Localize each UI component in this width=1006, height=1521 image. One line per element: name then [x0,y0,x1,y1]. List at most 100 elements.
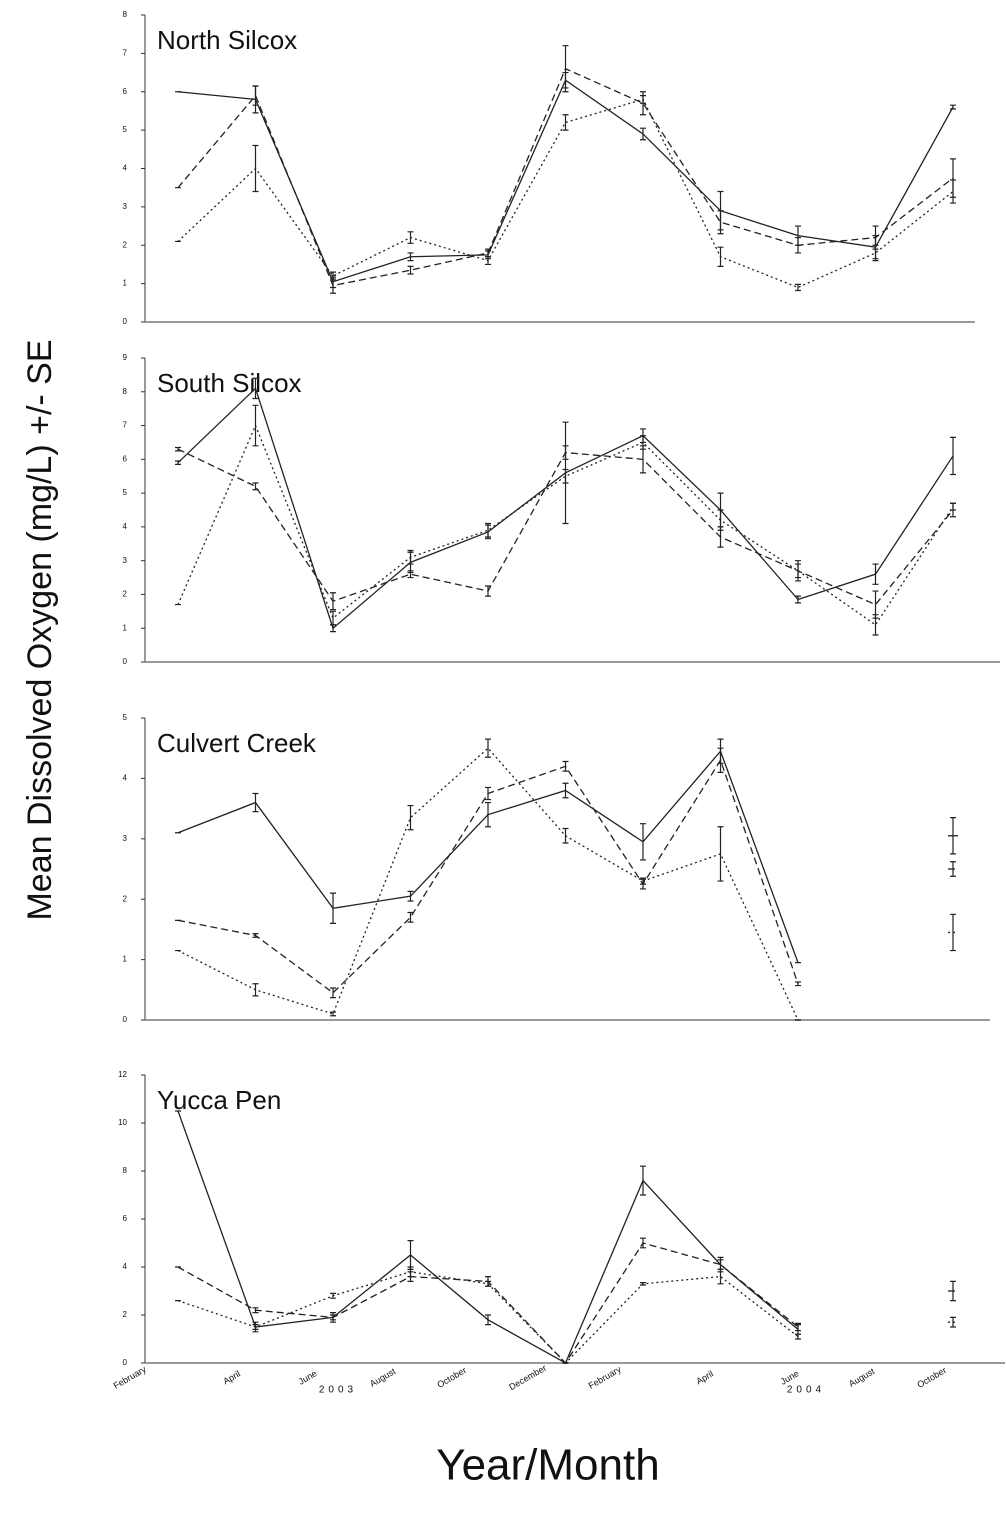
y-tick-label: 7 [123,48,128,57]
y-tick-label: 3 [123,834,128,843]
error-bar [562,782,569,799]
error-bar [252,144,259,193]
error-bar [252,792,259,813]
error-bar [175,460,181,465]
error-bar [252,404,259,447]
y-tick-label: 4 [123,164,128,173]
series-line [177,749,799,963]
x-tick-label: October [915,1365,948,1390]
y-tick-label: 2 [123,590,128,599]
y-tick-label: 6 [123,454,128,463]
error-bar [795,595,801,604]
panel-title: Culvert Creek [157,728,317,758]
y-tick-label: 2 [123,1310,128,1319]
year-label: 2004 [787,1385,825,1396]
y-tick-label: 4 [123,522,128,531]
error-bar [640,877,646,885]
y-tick-label: 8 [123,1166,128,1175]
y-tick-label: 7 [123,421,128,430]
x-tick-label: April [221,1369,242,1387]
error-bar [407,570,414,579]
error-bar [795,236,801,254]
error-bar [872,563,879,585]
error-bar [795,283,801,292]
error-bar [950,502,956,511]
error-bar [485,738,491,758]
error-bar [950,1280,956,1302]
error-bar [640,823,646,861]
panel-title: South Silcox [157,368,302,398]
error-bar [872,614,879,636]
error-bar [950,436,956,476]
error-bar [640,435,646,450]
error-bar [175,446,181,452]
y-tick-label: 1 [123,623,128,632]
error-bar [252,983,259,997]
x-tick-label: December [507,1363,548,1392]
error-bar [562,827,569,844]
panel-title: North Silcox [157,25,297,55]
error-bar [950,817,956,855]
error-bar [407,890,414,902]
y-tick-label: 2 [123,240,128,249]
x-tick-label: February [112,1364,149,1391]
error-bar [795,1333,801,1340]
error-bar [330,1314,336,1321]
error-bar [252,482,259,491]
panel-title: Yucca Pen [157,1085,281,1115]
x-tick-label: August [847,1366,877,1389]
series-line [177,67,954,287]
error-bar [562,468,569,484]
error-bar [717,747,724,773]
error-bar [485,1280,491,1287]
series-line [177,79,954,283]
x-axis-label: Year/Month [436,1441,659,1490]
y-tick-label: 0 [123,1358,128,1367]
y-tick-label: 5 [123,488,128,497]
y-tick-label: 5 [123,125,128,134]
error-bar [407,804,414,831]
error-bar [330,987,336,999]
y-tick-label: 3 [123,202,128,211]
y-tick-label: 8 [123,10,128,19]
error-bar [252,1307,259,1314]
y-tick-label: 1 [123,279,128,288]
y-tick-label: 0 [123,1015,128,1024]
error-bar [562,114,569,131]
error-bar [485,585,491,597]
error-bar [407,1240,414,1270]
error-bar [485,522,491,538]
y-tick-label: 3 [123,556,128,565]
error-bar [330,892,336,924]
error-bar [252,933,259,938]
x-tick-label: October [435,1365,468,1390]
error-bar [485,1314,491,1326]
error-bar [562,760,569,772]
series-line [177,1242,799,1365]
error-bar [717,246,724,267]
y-tick-label: 10 [118,1118,127,1127]
error-bar [640,1282,646,1286]
error-bar [795,1322,801,1332]
error-bar [950,104,956,110]
error-bar [407,911,414,923]
error-bar [950,179,956,204]
error-bar [407,549,414,565]
y-tick-label: 6 [123,1214,128,1223]
error-bar [717,509,724,531]
x-tick-label: February [587,1364,624,1391]
error-bar [950,1316,956,1328]
error-bar [330,271,336,281]
error-bar [640,94,646,104]
y-tick-label: 0 [123,657,128,666]
y-tick-label: 12 [118,1070,127,1079]
y-tick-label: 4 [123,1262,128,1271]
error-bar [950,861,956,877]
error-bar [640,1237,646,1249]
y-tick-label: 4 [123,774,128,783]
error-bar [407,265,414,275]
error-bar [407,1266,414,1278]
y-tick-label: 8 [123,387,128,396]
